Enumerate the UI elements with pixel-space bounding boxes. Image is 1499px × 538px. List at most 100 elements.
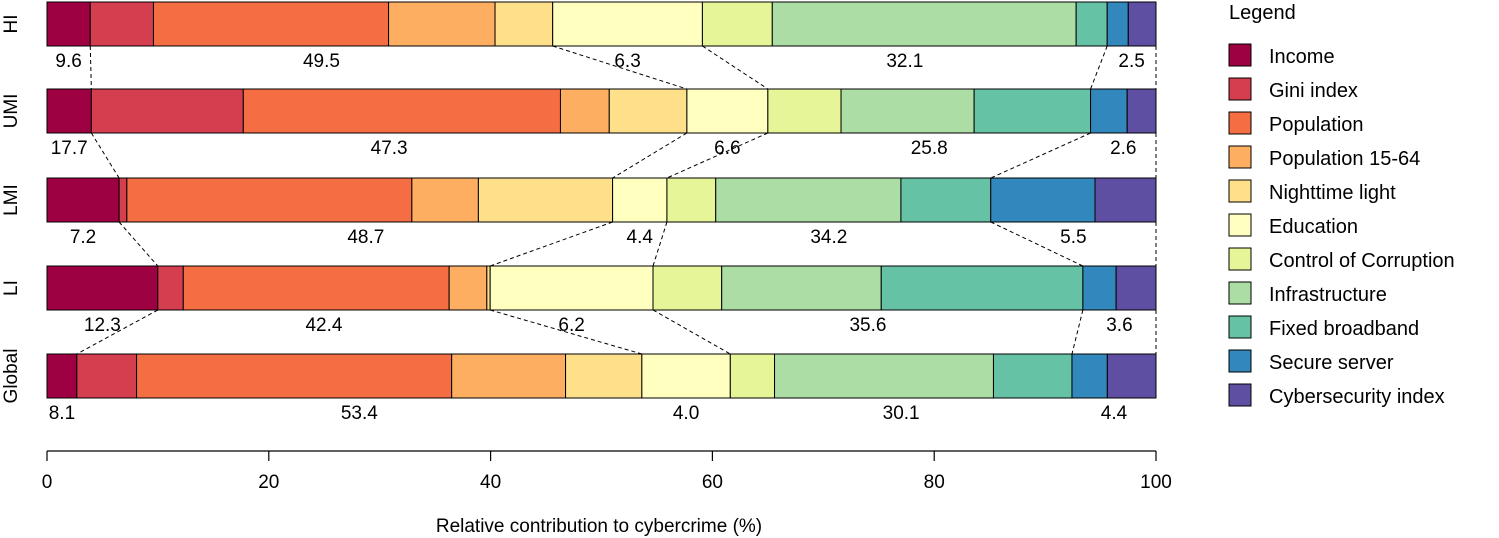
group-label: Global bbox=[1, 349, 22, 404]
legend-label: Gini index bbox=[1269, 80, 1358, 102]
connector-line bbox=[652, 221, 668, 267]
bar-segment-umi-gini-index bbox=[90, 88, 244, 134]
legend-swatch bbox=[1228, 213, 1252, 237]
connector-lines-layer bbox=[76, 45, 1157, 355]
legend-swatch bbox=[1228, 281, 1252, 305]
group-label: UMI bbox=[1, 94, 22, 129]
bar-segment-umi-nighttime-light bbox=[608, 88, 688, 134]
bar-segment-hi-infrastructure bbox=[771, 1, 1077, 47]
bar-segment-global-infrastructure bbox=[774, 353, 994, 399]
bar-segment-li-infrastructure bbox=[721, 265, 882, 311]
bar-value-label: 2.5 bbox=[1118, 51, 1144, 72]
bar-segment-lmi-education bbox=[612, 177, 668, 223]
bar-segment-global-income bbox=[46, 353, 78, 399]
legend-swatch bbox=[1228, 315, 1252, 339]
x-tick-label: 100 bbox=[1140, 472, 1172, 493]
bar-value-label: 47.3 bbox=[371, 138, 408, 159]
bar-segment-lmi-infrastructure bbox=[715, 177, 902, 223]
x-tick-label: 80 bbox=[924, 472, 945, 493]
bar-value-label: 53.4 bbox=[341, 403, 378, 424]
bar-value-label: 35.6 bbox=[849, 315, 886, 336]
bar-value-label: 2.6 bbox=[1110, 138, 1136, 159]
bars-layer bbox=[46, 1, 1157, 399]
legend-label: Secure server bbox=[1269, 352, 1394, 374]
bar-segment-hi-income bbox=[46, 1, 91, 47]
legend-label: Income bbox=[1269, 46, 1335, 68]
bar-segment-hi-population bbox=[152, 1, 390, 47]
connector-line bbox=[489, 221, 613, 267]
bar-segment-hi-education bbox=[552, 1, 703, 47]
group-labels-layer: HI UMI LMI LI Global bbox=[1, 15, 22, 404]
legend-swatch bbox=[1228, 77, 1252, 101]
bar-segment-umi-secure-server bbox=[1090, 88, 1128, 134]
bar-segment-li-control-of-corruption bbox=[652, 265, 723, 311]
group-label: LI bbox=[1, 280, 22, 296]
bar-value-label: 17.7 bbox=[51, 138, 88, 159]
legend-swatch bbox=[1228, 349, 1252, 373]
connector-line bbox=[612, 132, 688, 179]
bar-value-label: 34.2 bbox=[810, 227, 847, 248]
connector-line bbox=[1090, 45, 1108, 90]
x-ticks: 0 20 40 60 80 100 bbox=[42, 451, 1172, 493]
connector-line bbox=[666, 132, 769, 179]
bar-value-label: 4.0 bbox=[673, 403, 699, 424]
bar-segment-li-population-15-64 bbox=[448, 265, 488, 311]
legend-swatch bbox=[1228, 383, 1252, 407]
connector-line bbox=[89, 45, 92, 90]
bar-segment-lmi-income bbox=[46, 177, 120, 223]
x-tick-label: 20 bbox=[258, 472, 279, 493]
bar-value-label: 3.6 bbox=[1106, 315, 1132, 336]
bar-segment-umi-income bbox=[46, 88, 92, 134]
connector-line bbox=[702, 45, 769, 90]
bar-segment-lmi-cybersecurity-index bbox=[1094, 177, 1157, 223]
bar-value-label: 42.4 bbox=[305, 315, 342, 336]
bar-value-labels-layer: 9.6 49.5 6.3 32.1 2.5 17.7 47.3 6.6 25.8 2.6 7.2 48… bbox=[49, 51, 1145, 424]
bar-value-label: 4.4 bbox=[627, 227, 654, 248]
bar-segment-hi-nighttime-light bbox=[494, 1, 554, 47]
legend-swatch bbox=[1228, 179, 1252, 203]
bar-segment-umi-population bbox=[242, 88, 561, 134]
x-axis-title: Relative contribution to cybercrime (%) bbox=[436, 516, 762, 537]
bar-segment-li-gini-index bbox=[157, 265, 184, 311]
bar-segment-lmi-secure-server bbox=[990, 177, 1096, 223]
bar-segment-lmi-population-15-64 bbox=[411, 177, 479, 223]
bar-value-label: 12.3 bbox=[84, 315, 121, 336]
bar-segment-global-secure-server bbox=[1071, 353, 1108, 399]
bar-segment-global-population bbox=[136, 353, 453, 399]
legend-label: Education bbox=[1269, 216, 1358, 238]
bar-segment-global-gini-index bbox=[76, 353, 138, 399]
bar-segment-global-education bbox=[641, 353, 731, 399]
x-axis: 0 20 40 60 80 100 Relative contribution to cy… bbox=[42, 450, 1172, 537]
legend-label: Cybersecurity index bbox=[1269, 386, 1445, 408]
bar-value-label: 6.2 bbox=[558, 315, 584, 336]
connector-line bbox=[990, 132, 1091, 179]
bar-value-label: 49.5 bbox=[303, 51, 340, 72]
legend-title: Legend bbox=[1229, 2, 1296, 24]
bar-segment-hi-control-of-corruption bbox=[701, 1, 773, 47]
legend-label: Infrastructure bbox=[1269, 284, 1387, 306]
x-tick-label: 40 bbox=[480, 472, 501, 493]
legend-swatch bbox=[1228, 247, 1252, 271]
bar-value-label: 7.2 bbox=[70, 227, 96, 248]
x-tick-label: 0 bbox=[42, 472, 53, 493]
legend-swatch bbox=[1228, 43, 1252, 67]
legend-items: Income Gini index Population Population 15-… bbox=[1228, 43, 1455, 408]
bar-segment-li-population bbox=[182, 265, 450, 311]
bar-value-label: 9.6 bbox=[55, 51, 81, 72]
bar-segment-global-nighttime-light bbox=[565, 353, 643, 399]
bar-segment-li-income bbox=[46, 265, 159, 311]
legend-label: Population bbox=[1269, 114, 1364, 136]
connector-line bbox=[990, 221, 1084, 267]
connector-line bbox=[90, 132, 120, 179]
bar-value-label: 48.7 bbox=[347, 227, 384, 248]
bar-segment-global-fixed-broadband bbox=[992, 353, 1073, 399]
bar-segment-hi-population-15-64 bbox=[388, 1, 496, 47]
connector-line bbox=[652, 309, 731, 355]
bar-segment-lmi-fixed-broadband bbox=[900, 177, 992, 223]
bar-segment-umi-fixed-broadband bbox=[973, 88, 1092, 134]
bar-value-label: 4.4 bbox=[1101, 403, 1128, 424]
bar-segment-lmi-gini-index bbox=[118, 177, 128, 223]
bar-segment-li-cybersecurity-index bbox=[1115, 265, 1157, 311]
bar-segment-global-control-of-corruption bbox=[729, 353, 776, 399]
